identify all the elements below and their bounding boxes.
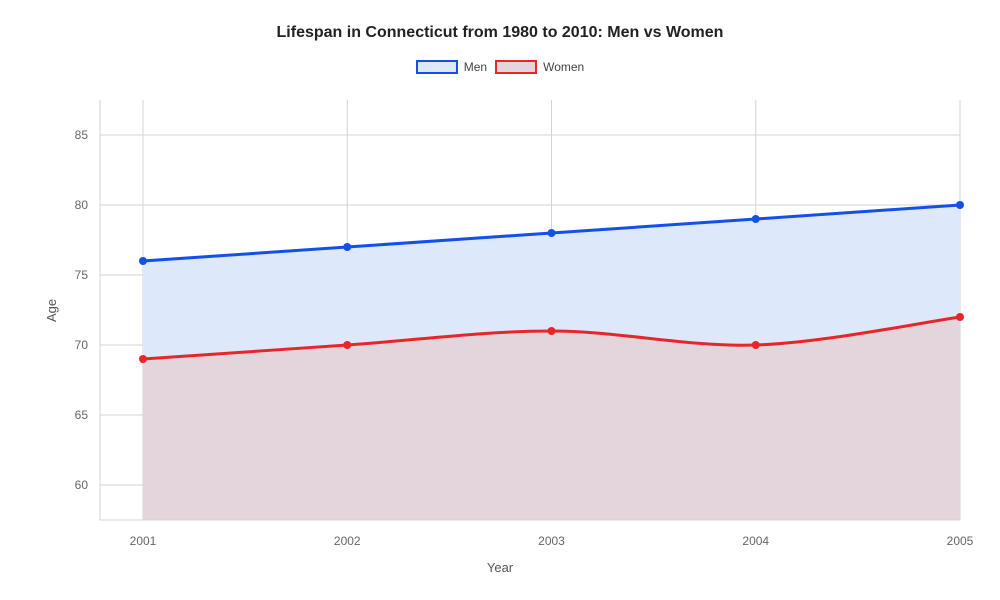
x-tick-label: 2004	[742, 534, 769, 548]
y-tick-label: 70	[58, 338, 88, 352]
data-point	[343, 341, 351, 349]
y-tick-label: 60	[58, 478, 88, 492]
x-tick-label: 2003	[538, 534, 565, 548]
data-point	[752, 215, 760, 223]
data-point	[343, 243, 351, 251]
data-point	[548, 327, 556, 335]
x-tick-label: 2005	[947, 534, 974, 548]
y-tick-label: 75	[58, 268, 88, 282]
data-point	[139, 355, 147, 363]
data-point	[139, 257, 147, 265]
y-tick-label: 65	[58, 408, 88, 422]
x-axis-title: Year	[0, 560, 1000, 575]
data-point	[548, 229, 556, 237]
data-point	[956, 201, 964, 209]
data-point	[752, 341, 760, 349]
data-point	[956, 313, 964, 321]
x-tick-label: 2002	[334, 534, 361, 548]
y-axis-title: Age	[44, 299, 59, 322]
y-tick-label: 85	[58, 128, 88, 142]
y-tick-label: 80	[58, 198, 88, 212]
x-tick-label: 2001	[130, 534, 157, 548]
chart-plot-area	[0, 0, 1000, 600]
